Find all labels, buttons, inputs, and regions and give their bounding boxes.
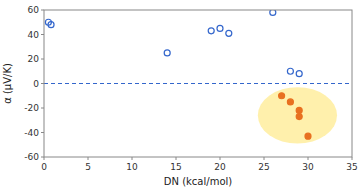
- reference-line: [44, 83, 352, 84]
- x-tick-label: 20: [214, 162, 226, 172]
- x-tick-label: 5: [85, 162, 91, 172]
- chart: 0 5 10 15 20 25 30 35 -60 -40 -20 0 20 40 60 DN (kcal/m…: [0, 0, 364, 189]
- point: [270, 10, 276, 15]
- x-tick: [176, 157, 177, 160]
- point: [296, 114, 302, 120]
- y-tick-label: -60: [24, 152, 39, 162]
- point: [217, 25, 223, 31]
- y-tick: [41, 10, 44, 11]
- plot-area: [44, 10, 352, 144]
- x-tick-label: 25: [258, 162, 269, 172]
- x-tick-label: 30: [302, 162, 314, 172]
- y-tick: [41, 59, 44, 60]
- x-tick-label: 0: [41, 162, 47, 172]
- point: [296, 107, 302, 113]
- point: [279, 93, 285, 99]
- point: [48, 22, 54, 28]
- y-tick: [41, 157, 44, 158]
- point: [287, 68, 293, 74]
- point: [164, 50, 170, 56]
- plot-frame: [44, 10, 352, 157]
- y-axis-label: α (μV/K): [2, 63, 13, 104]
- y-tick: [41, 108, 44, 109]
- y-tick-label: 40: [28, 30, 40, 40]
- y-tick-label: 60: [28, 5, 40, 15]
- x-tick: [308, 157, 309, 160]
- y-tick-label: 20: [28, 54, 40, 64]
- x-axis-label: DN (kcal/mol): [164, 176, 232, 187]
- y-tick: [41, 83, 44, 84]
- y-tick-label: -40: [24, 128, 39, 138]
- x-tick: [88, 157, 89, 160]
- y-tick: [41, 34, 44, 35]
- y-tick: [41, 132, 44, 133]
- x-tick: [220, 157, 221, 160]
- x-tick-label: 10: [126, 162, 138, 172]
- highlight: [258, 87, 337, 143]
- x-tick: [132, 157, 133, 160]
- x-tick: [352, 157, 353, 160]
- point: [208, 28, 214, 34]
- x-tick-label: 15: [170, 162, 181, 172]
- point: [305, 133, 311, 139]
- x-tick-label: 35: [346, 162, 357, 172]
- y-tick-label: -20: [24, 103, 39, 113]
- y-tick-label: 0: [33, 79, 39, 89]
- point: [287, 99, 293, 105]
- x-tick: [264, 157, 265, 160]
- point: [226, 30, 232, 36]
- point: [296, 71, 302, 77]
